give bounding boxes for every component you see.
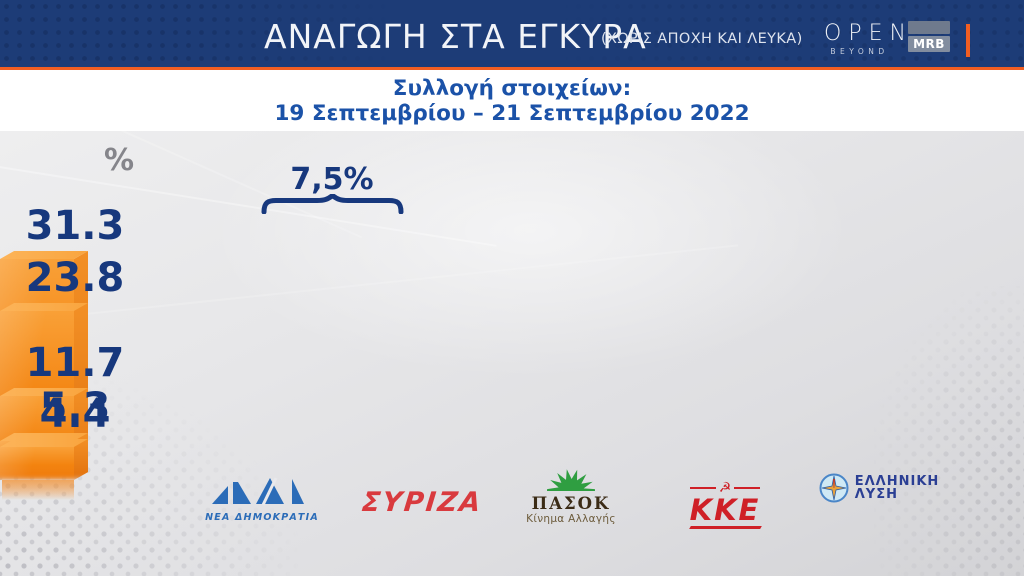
party-logo-pasok: ΠΑΣΟΚ Κίνημα Αλλαγής xyxy=(496,467,646,525)
header-bar: ΑΝΑΓΩΓΗ ΣΤΑ ΕΓΚΥΡΑ (ΧΩΡΙΣ ΑΠΟΧΗ ΚΑΙ ΛΕΥΚ… xyxy=(0,0,1024,67)
bar-elliniki-lysi xyxy=(0,439,88,500)
header-dot-pattern xyxy=(0,0,1024,67)
mrb-logo: MRB xyxy=(908,21,950,52)
nd-logo-mark xyxy=(212,477,304,506)
party-logo-syriza: ΣΥΡΙΖΑ xyxy=(347,487,497,518)
dot-pattern-bottom-right xyxy=(874,286,1024,576)
bar-chart: % 31.3 23.8 11.7 5.3 4.4 7,5% xyxy=(0,131,1024,576)
party-logo-kke: ☭ ΚΚΕ xyxy=(650,481,800,529)
value-label-el: 4.4 xyxy=(39,391,111,437)
party-logo-elliniki-lysi: ΕΛΛΗΝΙΚΗ ΛΥΣΗ xyxy=(804,473,954,503)
pasok-logo-text: ΠΑΣΟΚ xyxy=(531,494,611,513)
pasok-sun-icon xyxy=(547,469,595,491)
party-logo-nea-dimokratia: ΝΕΑ ΔΗΜΟΚΡΑΤΙΑ xyxy=(187,475,337,523)
value-label-pasok: 11.7 xyxy=(25,340,125,386)
collection-dates-line2: 19 Σεπτεμβρίου – 21 Σεπτεμβρίου 2022 xyxy=(274,101,750,126)
mrb-logo-block xyxy=(908,21,950,34)
el-logo-line1: ΕΛΛΗΝΙΚΗ xyxy=(854,474,940,489)
compass-icon xyxy=(819,473,849,503)
percent-axis-label: % xyxy=(104,143,135,178)
mrb-logo-text: MRB xyxy=(908,36,950,52)
open-logo-text: OPEN xyxy=(824,21,913,46)
pasok-logo-subtext: Κίνημα Αλλαγής xyxy=(526,513,616,525)
orange-rule xyxy=(0,67,1024,70)
value-label-nd: 31.3 xyxy=(25,203,125,249)
collection-dates: Συλλογή στοιχείων: 19 Σεπτεμβρίου – 21 Σ… xyxy=(0,70,1024,131)
syriza-logo-text: ΣΥΡΙΖΑ xyxy=(360,487,484,518)
title-note: (ΧΩΡΙΣ ΑΠΟΧΗ ΚΑΙ ΛΕΥΚΑ) xyxy=(601,31,803,47)
open-logo-tagline: BEYOND xyxy=(830,47,889,56)
value-label-syriza: 23.8 xyxy=(25,255,125,301)
nd-logo-text: ΝΕΑ ΔΗΜΟΚΡΑΤΙΑ xyxy=(205,512,319,523)
page-title: ΑΝΑΓΩΓΗ ΣΤΑ ΕΓΚΥΡΑ xyxy=(264,17,647,56)
kke-logo-text: ΚΚΕ xyxy=(689,493,761,527)
hammer-sickle-icon: ☭ xyxy=(718,480,732,496)
orange-divider-tick xyxy=(966,24,970,57)
difference-annotation: 7,5% xyxy=(290,162,374,197)
open-channel-logo: OPEN BEYOND xyxy=(820,21,913,57)
collection-dates-line1: Συλλογή στοιχείων: xyxy=(392,76,632,101)
difference-brace xyxy=(261,194,404,214)
value-label-kke: 5.3 xyxy=(39,385,111,431)
el-logo-line2: ΛΥΣΗ xyxy=(854,487,898,502)
